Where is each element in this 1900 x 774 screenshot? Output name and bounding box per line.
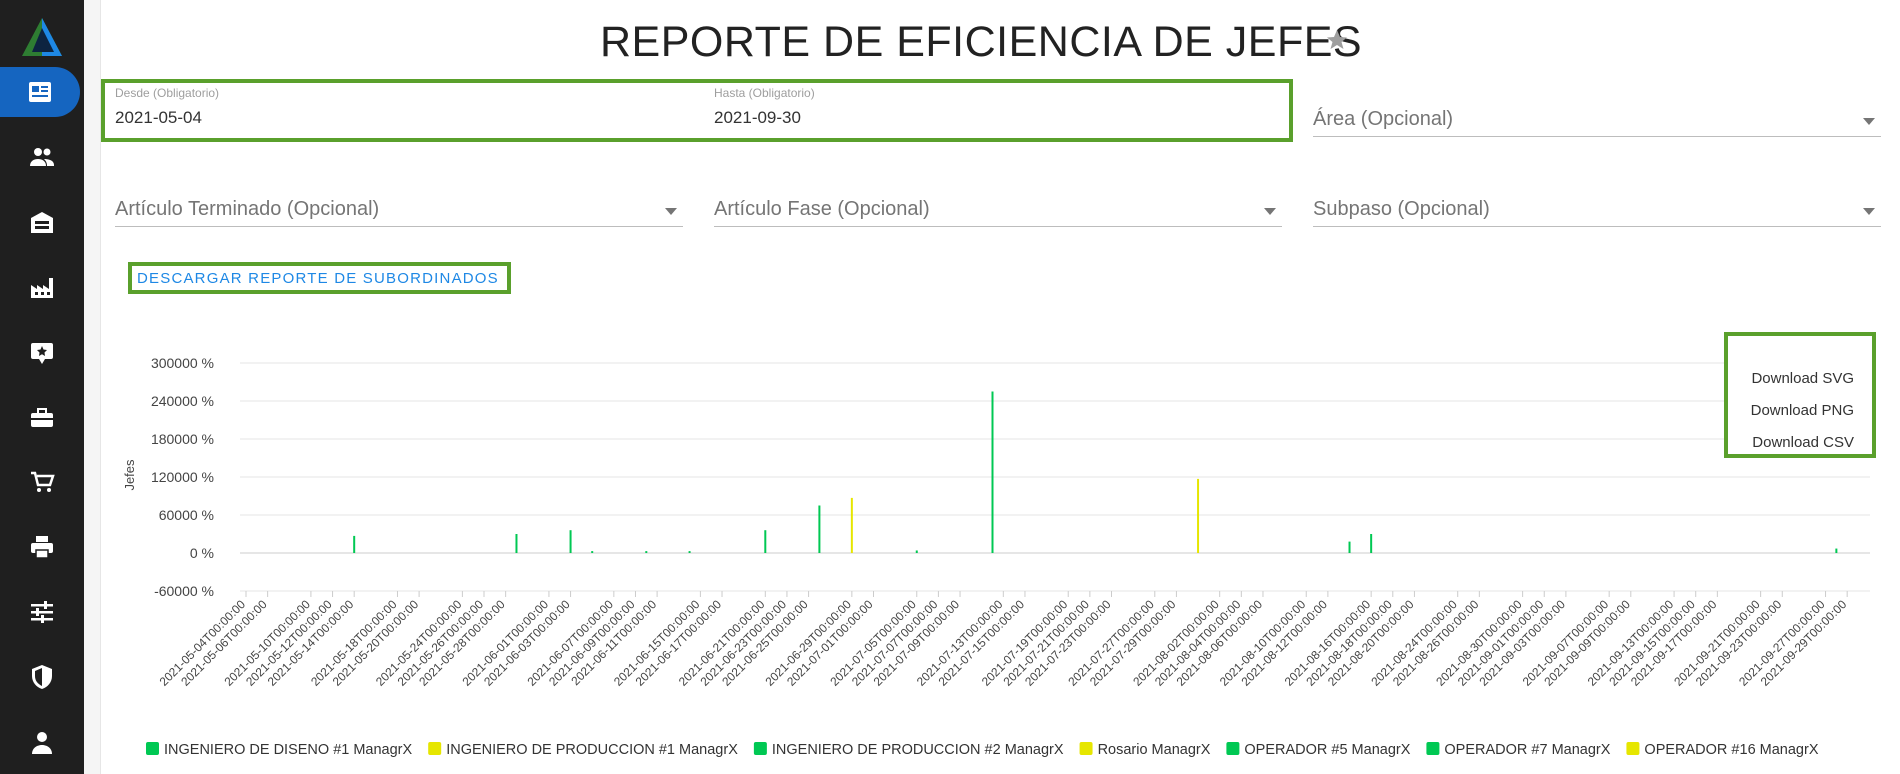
desde-label: Desde (Obligatorio): [115, 86, 220, 100]
bar: [1348, 541, 1351, 553]
download-png-item[interactable]: Download PNG: [1750, 402, 1854, 419]
legend-swatch: [1426, 742, 1440, 755]
favorite-star-icon[interactable]: [1325, 28, 1349, 52]
y-tick-label: 180000 %: [151, 431, 214, 447]
subpaso-placeholder: Subpaso (Opcional): [1313, 198, 1490, 220]
bar: [850, 497, 853, 553]
sidebar-item-warehouse[interactable]: [0, 197, 84, 247]
bar: [645, 551, 648, 553]
person-icon: [32, 732, 52, 754]
legend-swatch: [1626, 742, 1640, 755]
sidebar-item-people[interactable]: [0, 132, 84, 182]
bar: [818, 505, 821, 553]
bar: [991, 391, 994, 553]
legend-label: INGENIERO DE PRODUCCION #2 ManagrX: [772, 742, 1064, 758]
sidebar-item-sliders[interactable]: [0, 587, 84, 637]
articulo-fase-placeholder: Artículo Fase (Opcional): [714, 198, 930, 220]
bar: [591, 551, 594, 553]
legend-swatch: [428, 742, 442, 755]
legend-swatch: [1079, 742, 1093, 755]
area-placeholder: Área (Opcional): [1313, 108, 1454, 130]
app-logo[interactable]: [18, 14, 66, 62]
y-axis-label: Jefes: [122, 459, 137, 491]
articulo-terminado-placeholder: Artículo Terminado (Opcional): [115, 198, 380, 220]
legend-swatch: [146, 742, 159, 755]
hasta-label: Hasta (Obligatorio): [714, 86, 815, 100]
bar: [569, 530, 572, 553]
toolbox-icon: [31, 408, 53, 427]
y-tick-label: 60000 %: [159, 507, 214, 523]
bar: [1197, 478, 1200, 553]
articulo-fase-select[interactable]: Artículo Fase (Opcional): [714, 192, 1282, 227]
y-tick-label: -60000 %: [154, 583, 214, 599]
printer-icon: [31, 536, 53, 559]
cart-icon: [31, 471, 55, 492]
chevron-down-icon: [1863, 118, 1875, 125]
sidebar: [0, 0, 84, 774]
legend-label: Rosario ManagrX: [1098, 742, 1211, 758]
download-svg-item[interactable]: Download SVG: [1751, 370, 1854, 387]
subpaso-select[interactable]: Subpaso (Opcional): [1313, 192, 1881, 227]
chart-export-menu: Download SVG Download PNG Download CSV: [1724, 332, 1876, 458]
chevron-down-icon: [1863, 208, 1875, 215]
warehouse-icon: [31, 212, 53, 233]
sidebar-item-toolbox[interactable]: [0, 392, 84, 442]
badge-icon: [31, 343, 53, 364]
legend-swatch: [1226, 742, 1240, 755]
legend-label: OPERADOR #7 ManagrX: [1444, 742, 1610, 758]
sidebar-item-person[interactable]: [0, 717, 84, 767]
chevron-down-icon: [665, 208, 677, 215]
sidebar-item-badge[interactable]: [0, 327, 84, 377]
bar: [915, 550, 918, 553]
hasta-value[interactable]: 2021-09-30: [714, 108, 801, 127]
download-report-button[interactable]: DESCARGAR REPORTE DE SUBORDINADOS: [137, 270, 499, 287]
chevron-down-icon: [1264, 208, 1276, 215]
bar: [1835, 548, 1838, 553]
legend-label: OPERADOR #5 ManagrX: [1244, 742, 1410, 758]
content-edge: [84, 0, 101, 774]
bar: [353, 535, 356, 553]
sidebar-item-shield[interactable]: [0, 652, 84, 702]
legend-swatch: [753, 742, 767, 755]
sliders-icon: [31, 601, 53, 623]
articulo-terminado-select[interactable]: Artículo Terminado (Opcional): [115, 192, 683, 227]
desde-value[interactable]: 2021-05-04: [115, 108, 202, 127]
area-select[interactable]: Área (Opcional): [1313, 102, 1881, 137]
date-range-highlight: [101, 79, 1293, 142]
bar: [515, 534, 518, 553]
bar: [688, 551, 691, 553]
report-icon: [29, 82, 51, 102]
legend-label: INGENIERO DE DISENO #1 ManagrX: [164, 742, 413, 758]
sidebar-item-report[interactable]: [0, 67, 80, 117]
hasta-field[interactable]: Hasta (Obligatorio) 2021-09-30: [714, 86, 1274, 128]
people-icon: [30, 148, 54, 166]
page-title: REPORTE DE EFICIENCIA DE JEFES: [600, 18, 1363, 66]
bar: [1370, 534, 1373, 553]
legend-label: INGENIERO DE PRODUCCION #1 ManagrX: [446, 742, 738, 758]
download-csv-item[interactable]: Download CSV: [1752, 434, 1854, 451]
y-tick-label: 240000 %: [151, 393, 214, 409]
desde-field[interactable]: Desde (Obligatorio) 2021-05-04: [115, 86, 675, 128]
factory-icon: [31, 278, 53, 298]
y-tick-label: 0 %: [190, 545, 214, 561]
sidebar-item-cart[interactable]: [0, 457, 84, 507]
download-button-highlight: [128, 262, 511, 294]
sidebar-item-factory[interactable]: [0, 262, 84, 312]
shield-icon: [32, 665, 52, 689]
y-tick-label: 120000 %: [151, 469, 214, 485]
y-tick-label: 300000 %: [151, 355, 214, 371]
sidebar-item-printer[interactable]: [0, 522, 84, 572]
bar: [764, 530, 767, 553]
legend-label: OPERADOR #16 ManagrX: [1644, 742, 1818, 758]
